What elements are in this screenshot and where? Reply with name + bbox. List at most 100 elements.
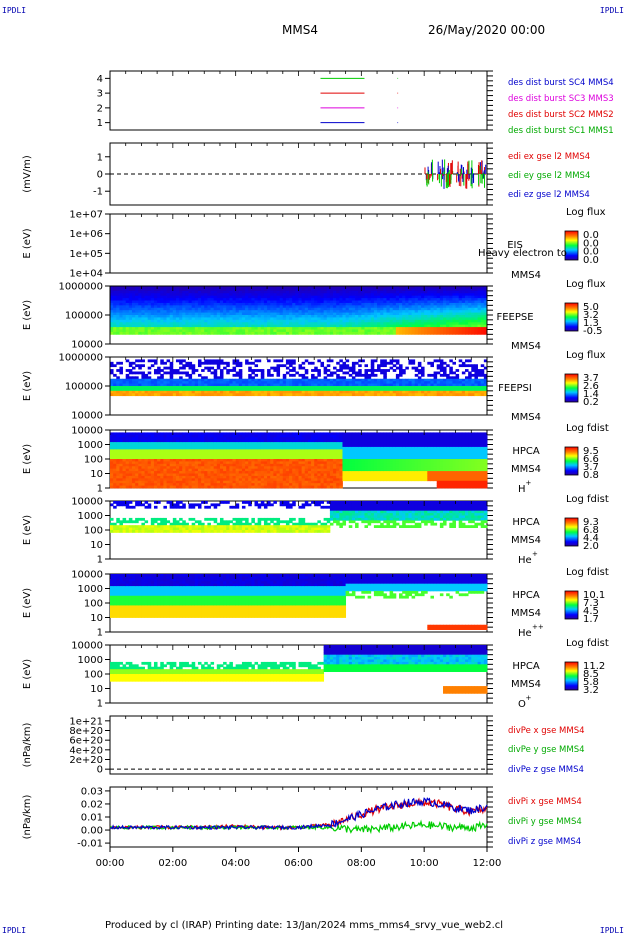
- y-tick-label: 1000: [78, 655, 103, 666]
- spectrogram: [110, 574, 487, 630]
- instrument-label: HPCA: [512, 517, 540, 528]
- footer-credit: Produced by cl (IRAP) Printing date: 13/…: [105, 920, 503, 931]
- y-tick-label: 2e+20: [69, 755, 103, 766]
- species-charge-label: +: [532, 550, 538, 558]
- y-tick-label: 10: [90, 469, 103, 480]
- legend-entry: edi ez gse l2 MMS4: [508, 190, 590, 200]
- x-tick-label: 00:00: [96, 858, 125, 869]
- y-tick-label: 1000000: [58, 353, 103, 364]
- y-tick-label: 10: [90, 684, 103, 695]
- x-tick-label: 02:00: [158, 858, 187, 869]
- species-label: H: [518, 484, 526, 495]
- colorbar: [565, 303, 578, 331]
- species-charge-label: +: [526, 694, 532, 702]
- y-tick-label: 100000: [65, 311, 103, 322]
- y-tick-label: 10000: [71, 426, 103, 437]
- colorbar: [565, 518, 578, 546]
- y-tick-label: 0: [97, 765, 103, 776]
- colorbar: [565, 374, 578, 402]
- x-tick-label: 08:00: [347, 858, 376, 869]
- legend-entry: edi ey gse l2 MMS4: [508, 171, 590, 181]
- colorbar-title: Log fdist: [566, 494, 609, 505]
- legend-entry: divPe y gse MMS4: [508, 745, 585, 755]
- colorbar-tick-label: 0.0: [583, 255, 599, 266]
- y-tick-label: 100: [84, 526, 103, 537]
- panel-frame-divpe: [110, 716, 487, 774]
- y-tick-label: -0.01: [77, 839, 103, 850]
- y-tick-label: 1e+04: [69, 269, 103, 280]
- colorbar-tick-label: 0.8: [583, 470, 599, 481]
- y-tick-label: 1000: [78, 440, 103, 451]
- legend-entry: des dist burst SC2 MMS2: [508, 110, 614, 120]
- colorbar-tick-label: 1.7: [583, 614, 599, 625]
- y-tick-label: 1000: [78, 511, 103, 522]
- y-tick-label: 10000: [71, 411, 103, 422]
- y-axis-label: E (eV): [22, 300, 33, 330]
- species-charge-label: ++: [532, 623, 544, 631]
- y-tick-label: 100: [84, 670, 103, 681]
- colorbar-tick-label: -0.5: [583, 326, 603, 337]
- y-axis-label: (mV/m): [22, 155, 33, 193]
- y-axis-label: (nPa/km): [22, 723, 33, 768]
- panel-frame-eis: [110, 214, 487, 273]
- colorbar-title: Log fdist: [566, 638, 609, 649]
- species-charge-label: +: [526, 479, 532, 487]
- colorbar-tick-label: 0.2: [583, 397, 599, 408]
- y-axis-label: E (eV): [22, 515, 33, 545]
- y-axis-label: E (eV): [22, 444, 33, 474]
- colorbar: [565, 447, 578, 475]
- colorbar-title: Log fdist: [566, 423, 609, 434]
- colorbar: [565, 591, 578, 619]
- y-tick-label: 0: [97, 170, 103, 181]
- y-tick-label: 10: [90, 613, 103, 624]
- y-tick-label: 1: [97, 555, 103, 566]
- y-tick-label: 1e+07: [69, 210, 103, 221]
- y-axis-label: (nPa/km): [22, 795, 33, 840]
- y-tick-label: 2: [97, 103, 103, 114]
- instrument-label: HPCA: [512, 661, 540, 672]
- spectrogram: [110, 286, 487, 335]
- y-tick-label: -1: [93, 187, 103, 198]
- spacecraft-label: MMS4: [511, 270, 541, 281]
- legend-entry: des dist burst SC3 MMS3: [508, 94, 614, 104]
- y-tick-label: 1: [97, 152, 103, 163]
- y-tick-label: 6e+20: [69, 736, 103, 747]
- y-tick-label: 0.03: [81, 786, 103, 797]
- legend-entry: des dist burst SC1 MMS1: [508, 126, 614, 136]
- y-tick-label: 100: [84, 455, 103, 466]
- spacecraft-label: MMS4: [511, 608, 541, 619]
- y-tick-label: 10000: [71, 570, 103, 581]
- spacecraft-label: MMS4: [511, 535, 541, 546]
- colorbar-title: Log flux: [566, 207, 606, 218]
- colorbar-tick-label: 2.0: [583, 541, 599, 552]
- spectrogram: [110, 359, 487, 396]
- instrument-label: HPCA: [512, 446, 540, 457]
- species-label: He: [518, 628, 532, 639]
- y-tick-label: 0.01: [81, 813, 103, 824]
- x-tick-label: 06:00: [284, 858, 313, 869]
- colorbar-title: Log fdist: [566, 567, 609, 578]
- spacecraft-label: MMS4: [511, 412, 541, 423]
- legend-entry: divPi y gse MMS4: [508, 817, 582, 827]
- y-tick-label: 10: [90, 540, 103, 551]
- spacecraft-label: MMS4: [511, 464, 541, 475]
- overlay-label: Heavy electron to: [478, 248, 567, 259]
- y-tick-label: 0.02: [81, 799, 103, 810]
- instrument-label: HPCA: [512, 590, 540, 601]
- y-tick-label: 1000: [78, 584, 103, 595]
- colorbar: [565, 231, 578, 260]
- x-tick-label: 04:00: [221, 858, 250, 869]
- spectrogram: [110, 432, 487, 488]
- panel-frame-burst: [110, 71, 487, 130]
- y-tick-label: 4: [97, 74, 103, 85]
- y-axis-label: E (eV): [22, 588, 33, 618]
- species-label: He: [518, 555, 532, 566]
- y-tick-label: 1e+05: [69, 249, 103, 260]
- y-tick-label: 100: [84, 599, 103, 610]
- y-tick-label: 0.00: [81, 826, 103, 837]
- legend-entry: divPe x gse MMS4: [508, 726, 585, 736]
- y-tick-label: 1: [97, 118, 103, 129]
- y-tick-label: 1000000: [58, 282, 103, 293]
- y-tick-label: 4e+20: [69, 745, 103, 756]
